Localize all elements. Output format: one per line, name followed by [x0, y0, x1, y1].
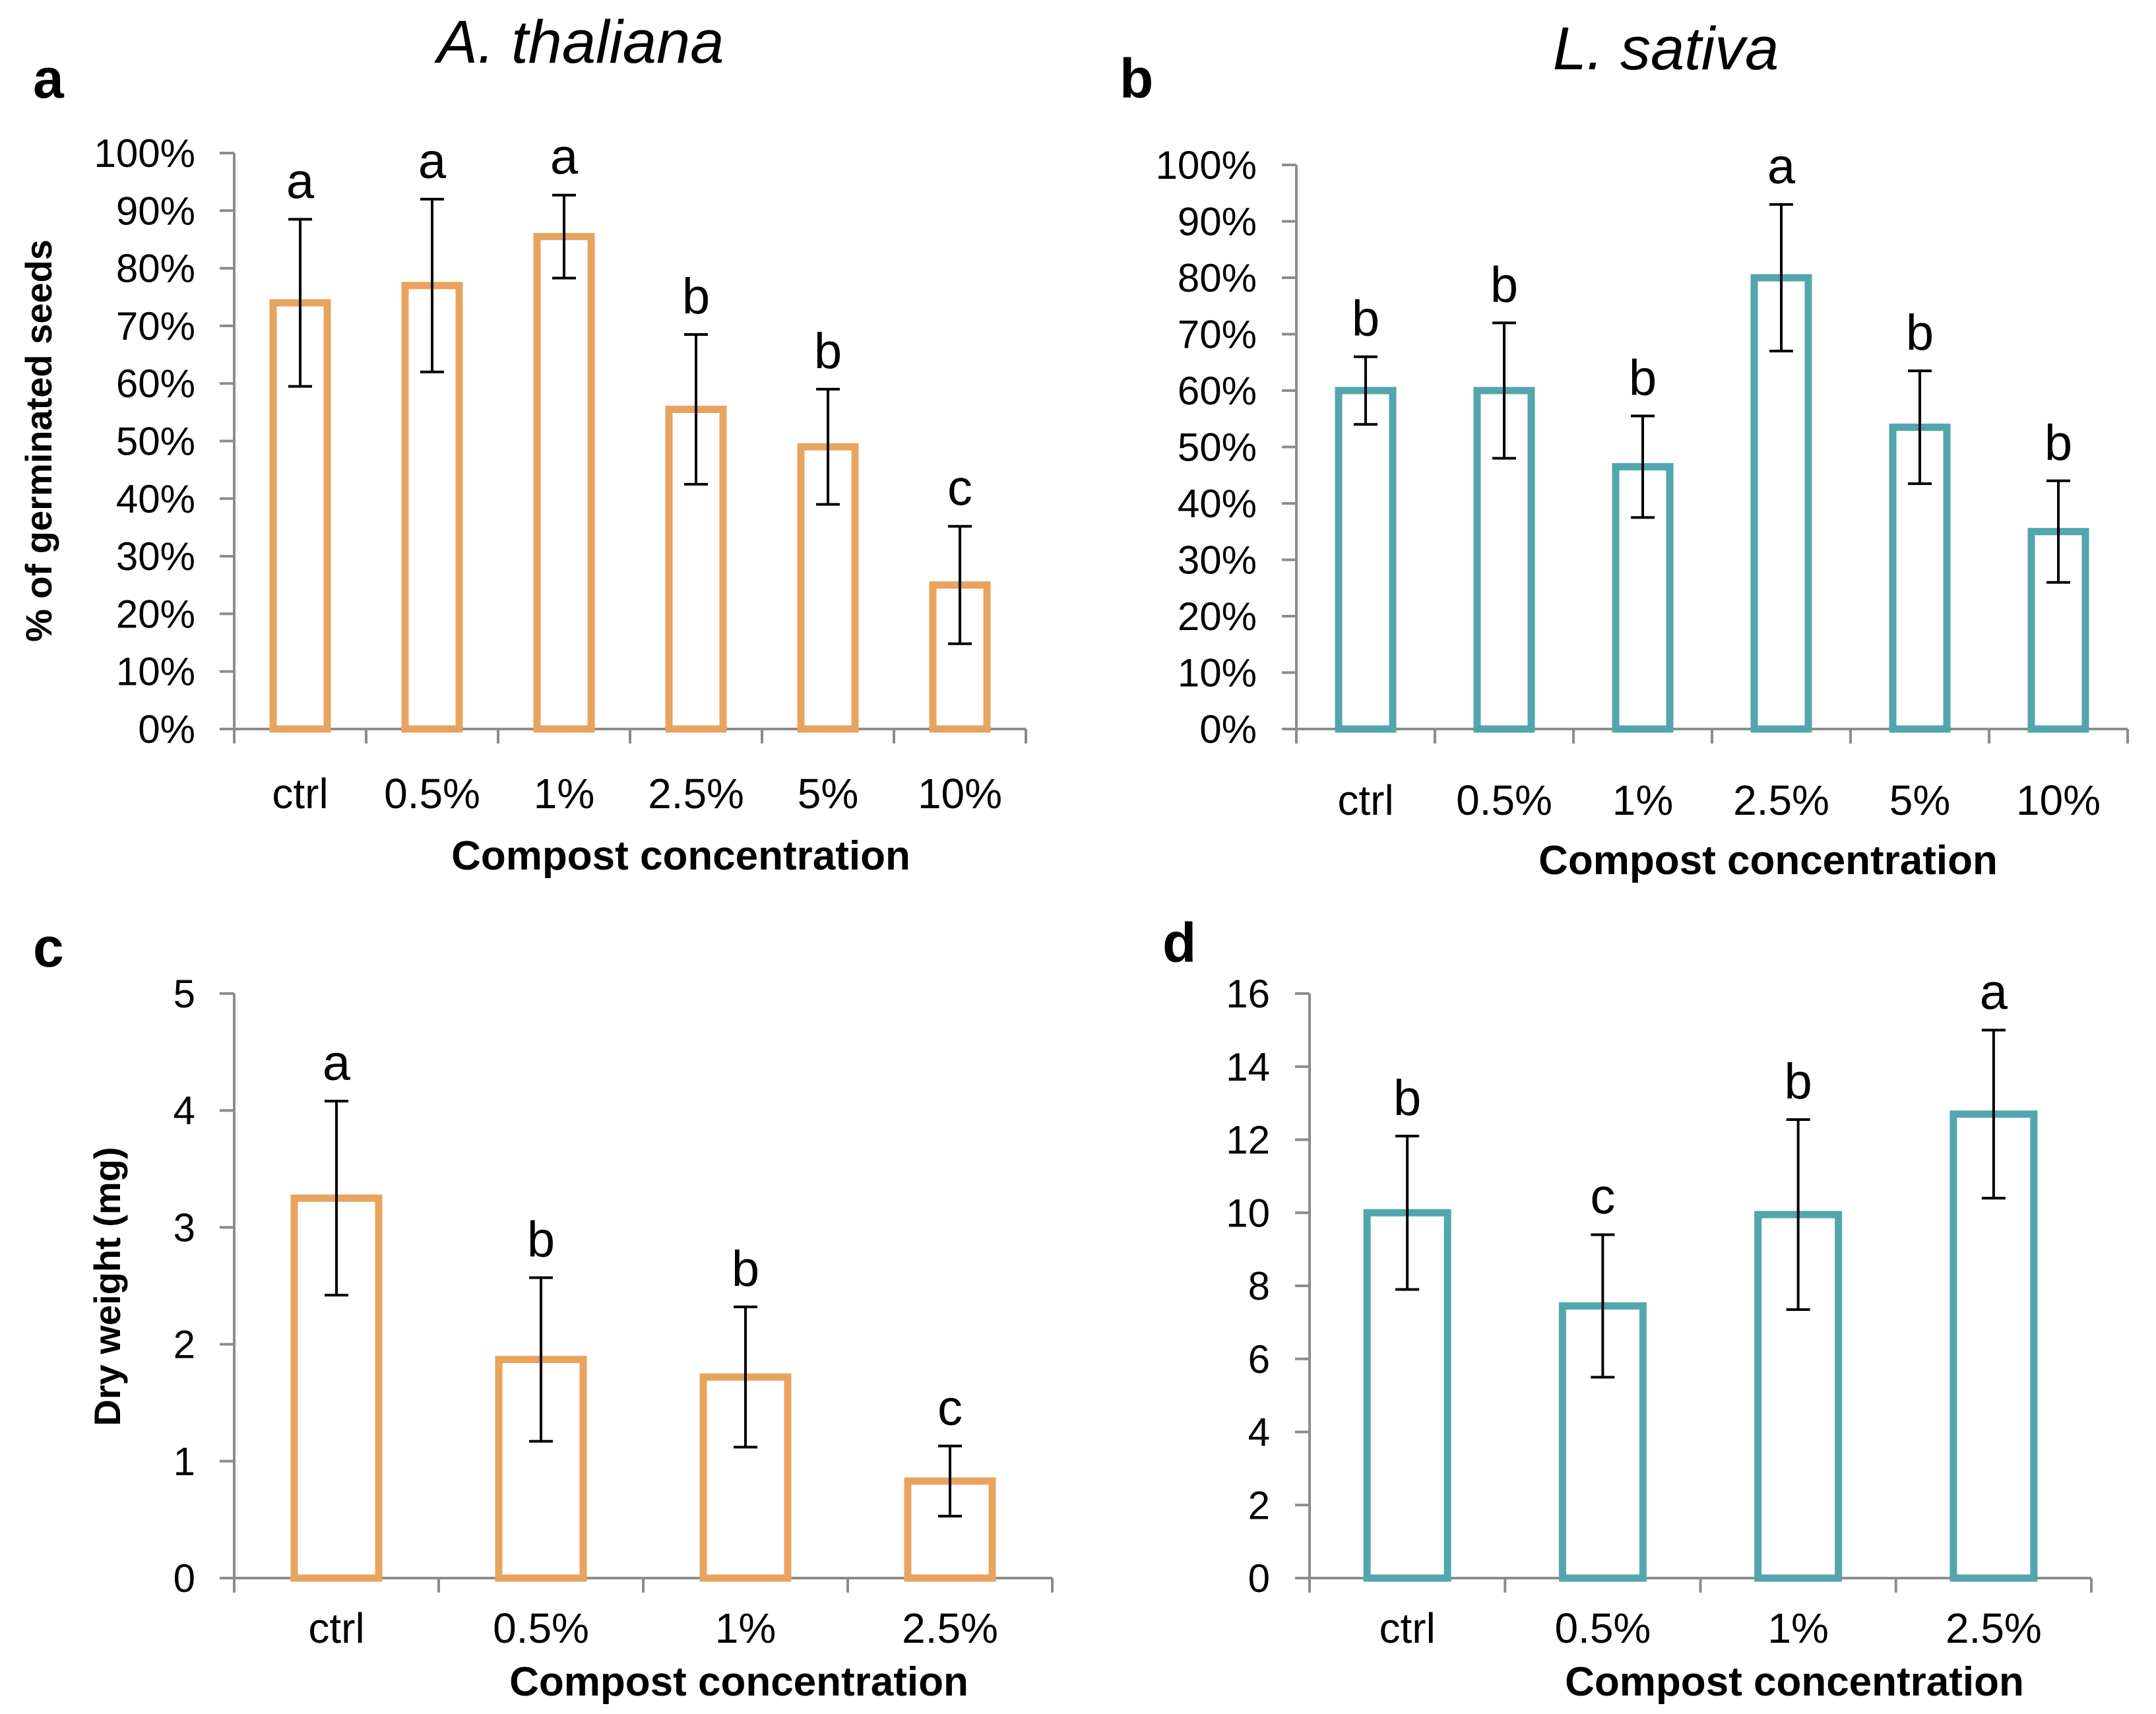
y-tick-label: 30% — [1178, 538, 1257, 583]
y-tick-label: 40% — [1178, 482, 1257, 526]
y-tick-label: 30% — [116, 534, 195, 579]
x-category-label: 1% — [1612, 777, 1674, 824]
significance-letter: c — [937, 1380, 963, 1436]
chart-title: L. sativa — [1553, 15, 1779, 82]
significance-letter: b — [682, 269, 710, 325]
bar-ctrl — [1335, 387, 1397, 733]
x-category-label: 2.5% — [1946, 1604, 2042, 1652]
x-category-label: 1% — [1767, 1604, 1829, 1652]
significance-letter: b — [732, 1241, 759, 1297]
y-tick-label: 0 — [174, 1556, 195, 1601]
significance-letter: b — [814, 323, 842, 379]
y-tick-label: 12 — [1226, 1118, 1270, 1162]
x-axis-label: Compost concentration — [509, 1659, 968, 1705]
y-tick-label: 50% — [1178, 426, 1257, 470]
y-tick-label: 90% — [1178, 200, 1257, 244]
significance-letter: b — [1906, 305, 1934, 361]
y-tick-label: 2 — [174, 1323, 195, 1367]
y-tick-label: 70% — [116, 304, 195, 348]
x-axis-label: Compost concentration — [451, 833, 910, 879]
y-tick-label: 0% — [1199, 707, 1257, 751]
panel-letter: c — [33, 916, 64, 978]
y-tick-label: 10% — [1178, 651, 1257, 695]
panel-letter: d — [1162, 912, 1196, 974]
y-tick-label: 20% — [1178, 594, 1257, 639]
y-tick-label: 80% — [116, 247, 195, 291]
y-tick-label: 100% — [94, 131, 195, 175]
significance-letter: a — [550, 129, 579, 185]
y-tick-label: 8 — [1248, 1264, 1270, 1308]
x-category-label: 0.5% — [384, 770, 480, 817]
x-category-label: 5% — [1889, 777, 1951, 824]
x-category-label: 5% — [798, 770, 859, 817]
x-category-label: 10% — [2016, 777, 2101, 824]
significance-letter: b — [527, 1212, 555, 1268]
x-category-label: 1% — [715, 1604, 777, 1652]
x-category-label: 10% — [918, 770, 1002, 817]
significance-letter: b — [1784, 1054, 1812, 1110]
y-tick-label: 0% — [138, 707, 195, 751]
significance-letter: a — [323, 1035, 351, 1091]
y-tick-label: 10% — [116, 650, 195, 694]
x-category-label: 0.5% — [1554, 1604, 1651, 1652]
chart-panel-d: d 0 2 4 6 8 10 12 14 16 b ctrl c 0.5% b 1% a 2.5% Compost … — [1162, 912, 2093, 1705]
x-category-label: 2.5% — [648, 770, 744, 817]
x-category-label: 1% — [534, 770, 595, 817]
y-tick-label: 90% — [116, 189, 195, 233]
panel-letter: a — [33, 48, 65, 110]
x-category-label: ctrl — [272, 770, 328, 817]
significance-letter: a — [418, 133, 447, 189]
y-tick-label: 4 — [1248, 1411, 1270, 1455]
chart-panel-c: c 0 1 2 3 4 5 a ctrl b 0.5% b 1% c 2.5% Compost concent… — [33, 916, 1054, 1705]
y-tick-label: 80% — [1178, 256, 1257, 300]
y-axis-label: % of germinated seeds — [18, 239, 59, 642]
y-tick-label: 2 — [1248, 1483, 1270, 1527]
significance-letter: b — [1629, 350, 1657, 406]
bar-1% — [533, 233, 595, 733]
y-tick-label: 4 — [174, 1089, 195, 1133]
x-category-label: 0.5% — [1456, 777, 1552, 824]
x-axis-label: Compost concentration — [1538, 838, 1998, 883]
y-tick-label: 20% — [116, 592, 195, 636]
y-axis-label: Dry weight (mg) — [86, 1147, 128, 1426]
significance-letter: a — [1767, 139, 1796, 195]
y-tick-label: 40% — [116, 477, 195, 521]
significance-letter: c — [947, 460, 972, 517]
x-category-label: ctrl — [1379, 1604, 1435, 1652]
chart-panel-a: a A. thaliana 0% 10% 20% 30% 40% 50% 60% 70% 80% 90… — [18, 9, 1027, 879]
significance-letter: b — [1352, 291, 1379, 347]
significance-letter: a — [1980, 964, 2008, 1020]
chart-panel-b: b L. sativa 0% 10% 20% 30% 40% 50% 60% 70% 80% 90% 1… — [1120, 15, 2129, 883]
y-tick-label: 1 — [174, 1440, 195, 1484]
y-tick-label: 70% — [1178, 313, 1257, 357]
y-tick-label: 0 — [1248, 1556, 1270, 1601]
x-category-label: 2.5% — [902, 1604, 998, 1652]
x-category-label: 0.5% — [493, 1604, 589, 1652]
y-tick-label: 3 — [174, 1205, 195, 1250]
x-category-label: 2.5% — [1733, 777, 1829, 824]
y-tick-label: 5 — [174, 972, 195, 1016]
y-tick-label: 6 — [1248, 1337, 1270, 1381]
chart-title: A. thaliana — [434, 9, 724, 76]
x-category-label: ctrl — [1337, 777, 1393, 824]
significance-letter: a — [286, 153, 315, 209]
x-category-label: ctrl — [308, 1604, 364, 1652]
y-tick-label: 50% — [116, 420, 195, 464]
y-tick-label: 10 — [1226, 1191, 1270, 1235]
y-tick-label: 100% — [1156, 143, 1257, 187]
significance-letter: b — [1490, 257, 1518, 313]
y-tick-label: 16 — [1226, 972, 1270, 1016]
panel-letter: b — [1120, 48, 1153, 110]
y-tick-label: 14 — [1226, 1045, 1270, 1089]
significance-letter: c — [1590, 1168, 1615, 1224]
y-tick-label: 60% — [116, 362, 195, 406]
y-tick-label: 60% — [1178, 369, 1257, 413]
significance-letter: b — [2045, 415, 2072, 471]
significance-letter: b — [1393, 1070, 1421, 1126]
x-axis-label: Compost concentration — [1565, 1659, 2024, 1705]
